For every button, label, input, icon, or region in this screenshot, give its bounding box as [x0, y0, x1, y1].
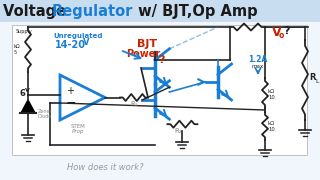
Text: How does it work?: How does it work? — [67, 163, 143, 172]
Text: 5: 5 — [14, 50, 17, 55]
Text: kΩ: kΩ — [268, 121, 275, 126]
Text: +: + — [66, 86, 74, 96]
Text: R: R — [309, 73, 316, 82]
Text: 6: 6 — [19, 89, 25, 98]
Text: w/ BJT,Op Amp: w/ BJT,Op Amp — [133, 3, 258, 19]
Text: Unregulated: Unregulated — [53, 33, 102, 39]
FancyBboxPatch shape — [12, 25, 307, 155]
Text: V: V — [83, 38, 90, 47]
Text: max: max — [252, 64, 264, 69]
Text: o: o — [279, 31, 284, 40]
Text: ?: ? — [158, 55, 164, 65]
Text: R₂: R₂ — [174, 128, 182, 134]
Text: −: − — [66, 96, 76, 109]
Text: STEM: STEM — [71, 124, 85, 129]
Text: ?: ? — [283, 26, 290, 36]
Polygon shape — [21, 100, 35, 113]
Text: kΩ: kΩ — [14, 44, 20, 48]
Text: 10: 10 — [268, 95, 275, 100]
Text: V: V — [25, 87, 30, 93]
Text: 1.2A: 1.2A — [248, 55, 267, 64]
Text: L: L — [315, 79, 318, 84]
FancyBboxPatch shape — [0, 0, 320, 22]
Text: R₁: R₁ — [130, 100, 138, 107]
Text: kΩ: kΩ — [268, 89, 275, 94]
Text: V: V — [272, 26, 282, 39]
Text: Supply: Supply — [16, 28, 33, 33]
Text: 14-20: 14-20 — [55, 40, 86, 50]
Text: Regulator: Regulator — [52, 3, 133, 19]
Text: BJT: BJT — [137, 39, 157, 49]
Text: 10: 10 — [268, 127, 275, 132]
Text: Zener: Zener — [38, 109, 52, 114]
Text: Prop: Prop — [72, 129, 84, 134]
Text: Diode: Diode — [38, 114, 52, 119]
Text: Power: Power — [126, 49, 160, 59]
Text: Voltage: Voltage — [3, 3, 71, 19]
